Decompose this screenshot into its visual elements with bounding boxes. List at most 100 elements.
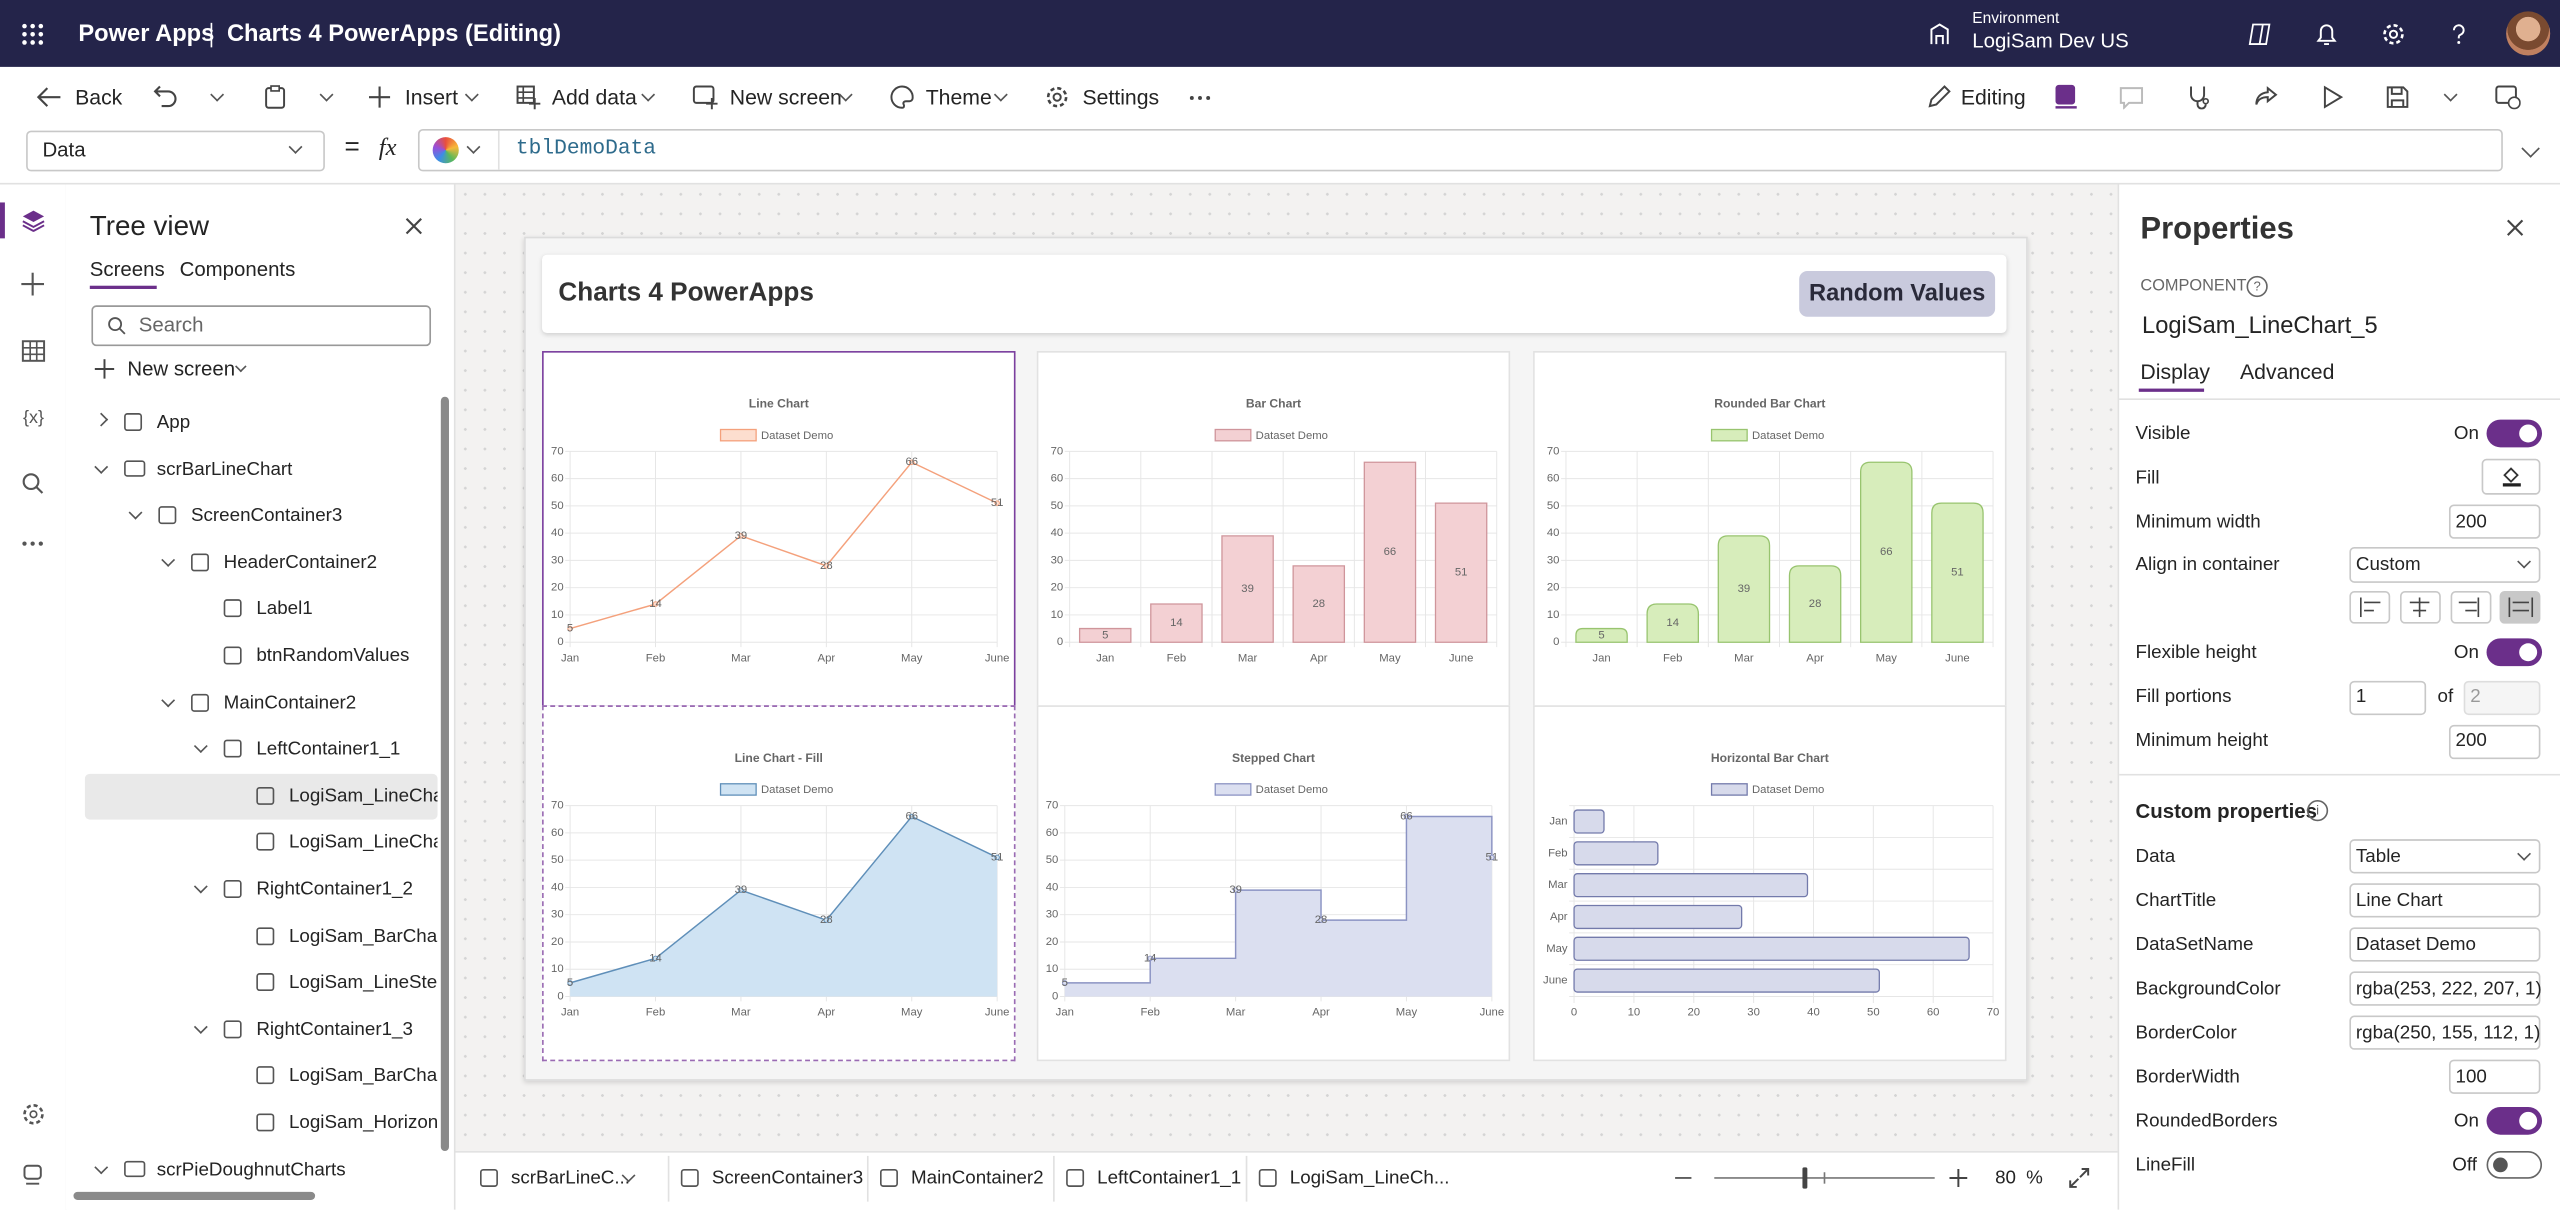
variables-rail-icon[interactable]: {x} (18, 405, 49, 428)
insert-icon[interactable] (368, 86, 391, 108)
copilot-icon[interactable] (432, 137, 459, 164)
text-input[interactable] (2448, 1059, 2541, 1094)
align-end[interactable] (2450, 591, 2492, 624)
tree-item[interactable]: LogiSam_LineChart_ (288, 786, 438, 807)
settings-button[interactable]: Settings (1082, 84, 1160, 110)
insert-rail-icon[interactable] (21, 272, 45, 296)
close-tree-view[interactable] (405, 217, 423, 235)
chart-cell[interactable]: Rounded Bar Chart Dataset Demo 0 10 20 30 40 50… (1533, 351, 2007, 707)
tree-item[interactable]: ScreenContainer3 (191, 506, 343, 527)
text-input[interactable] (2349, 971, 2541, 1006)
help-icon[interactable]: ? (2246, 275, 2268, 298)
new-screen-icon[interactable] (692, 85, 718, 110)
preview-icon[interactable] (2320, 85, 2344, 109)
tree-scrollbar[interactable] (440, 396, 449, 1152)
property-dropdown[interactable] (26, 130, 325, 172)
formula-input[interactable] (417, 128, 2503, 172)
random-values-button[interactable]: Random Values (1799, 271, 1996, 317)
tree-item[interactable]: scrPieDoughnutCharts (156, 1160, 346, 1180)
breadcrumb[interactable]: LogiSam_LineCh... (1289, 1168, 1450, 1189)
tree-item[interactable]: LeftContainer1_1 (256, 739, 401, 760)
data-rail-icon[interactable] (21, 340, 46, 363)
fit-icon[interactable] (2069, 1167, 2090, 1188)
tree-item[interactable]: MainContainer2 (223, 693, 357, 713)
notifications-icon[interactable] (2313, 21, 2339, 47)
dropdown[interactable] (2349, 839, 2541, 874)
settings-rail-icon[interactable] (21, 1102, 45, 1126)
new-screen-button[interactable]: New screen (729, 84, 842, 110)
tree-item[interactable]: LogiSam_LineChart_ (288, 833, 438, 853)
screens-tab[interactable]: Screens (89, 257, 165, 281)
save-icon[interactable] (2385, 85, 2409, 109)
insert-button[interactable]: Insert (404, 84, 458, 110)
theme-icon[interactable] (890, 85, 914, 109)
tree-item[interactable]: LogiSam_LineSteppe (288, 973, 438, 993)
app-checker-icon[interactable] (2054, 83, 2078, 109)
environment-icon[interactable] (1928, 23, 1951, 46)
chart-cell[interactable]: Bar Chart Dataset Demo 0 10 20 30 40 50 60 70 Jan F… (1036, 351, 1511, 707)
tree-item[interactable]: LogiSam_Horizontall (288, 1113, 438, 1134)
zoom-in[interactable] (1949, 1168, 1968, 1187)
close-properties[interactable] (2506, 219, 2524, 237)
visible-toggle[interactable] (2486, 419, 2543, 448)
undo-icon[interactable] (153, 85, 177, 108)
min-height-input[interactable] (2448, 724, 2541, 760)
more-rail-icon[interactable] (21, 540, 44, 547)
avatar[interactable] (2506, 11, 2551, 56)
add-data-button[interactable]: Add data (551, 84, 637, 110)
comments-icon[interactable] (2119, 85, 2144, 110)
breadcrumb[interactable]: scrBarLineC... (511, 1168, 630, 1189)
zoom-thumb[interactable] (1802, 1167, 1808, 1189)
tree-view-icon[interactable] (21, 209, 45, 232)
settings-cmd-icon[interactable] (1045, 85, 1069, 109)
tree-item[interactable]: RightContainer1_3 (256, 1020, 413, 1040)
back-icon[interactable] (36, 87, 62, 108)
zoom-out[interactable] (1675, 1177, 1692, 1180)
breadcrumb[interactable]: MainContainer2 (911, 1168, 1044, 1189)
breadcrumb[interactable]: LeftContainer1_1 (1097, 1168, 1242, 1189)
new-screen-link[interactable]: New screen (127, 357, 236, 381)
text-input[interactable] (2349, 927, 2541, 962)
align-start[interactable] (2349, 591, 2391, 624)
editing-icon[interactable] (1927, 85, 1951, 109)
chart-cell[interactable]: Horizontal Bar Chart Dataset Demo 0 10 20 30 4… (1533, 705, 2007, 1062)
tree-item[interactable]: RightContainer1_2 (256, 880, 413, 900)
tree-item[interactable]: HeaderContainer2 (223, 553, 378, 573)
min-width-input[interactable] (2448, 504, 2541, 539)
paste-icon[interactable] (264, 85, 286, 109)
share-icon[interactable] (2253, 85, 2278, 109)
more-icon[interactable] (1189, 95, 1212, 102)
fill-portions-input[interactable] (2349, 680, 2427, 716)
mode-label[interactable]: Editing (1960, 84, 2026, 110)
environment-name[interactable]: LogiSam Dev US (1972, 29, 2129, 53)
chart-cell[interactable]: Stepped Chart Dataset Demo 0 10 20 30 40 50 60 70… (1036, 705, 1511, 1062)
tree-h-scrollbar[interactable] (73, 1191, 316, 1200)
align-dropdown[interactable] (2349, 546, 2541, 583)
chart-cell[interactable]: Line Chart Dataset Demo 0 10 20 30 40 50 60 70 Jan… (542, 351, 1016, 707)
text-input[interactable] (2349, 883, 2541, 918)
help-icon[interactable] (2446, 21, 2472, 47)
text-input[interactable] (2349, 1015, 2541, 1050)
toggle[interactable] (2486, 1151, 2543, 1179)
tree-item[interactable]: App (156, 413, 191, 433)
toggle[interactable] (2486, 1106, 2543, 1135)
chart-cell[interactable]: Line Chart - Fill Dataset Demo 0 10 20 30 40 50… (542, 705, 1016, 1062)
fill-picker[interactable] (2481, 458, 2541, 495)
align-stretch[interactable] (2499, 591, 2541, 624)
tree-item[interactable]: scrBarLineChart (156, 459, 293, 480)
breadcrumb[interactable]: ScreenContainer3 (711, 1168, 864, 1189)
flexible-height-toggle[interactable] (2486, 638, 2543, 667)
search-box[interactable] (91, 305, 432, 347)
health-icon[interactable] (2186, 85, 2210, 110)
tree-item[interactable]: Label1 (256, 599, 313, 620)
settings-icon[interactable] (2380, 21, 2406, 47)
components-tab[interactable]: Components (179, 257, 296, 281)
copilot-icon[interactable] (2247, 21, 2273, 47)
add-data-icon[interactable] (516, 85, 541, 110)
new-screen-icon[interactable] (94, 359, 115, 379)
virtual-agent-icon[interactable] (21, 1162, 44, 1185)
waffle-icon[interactable] (21, 23, 44, 46)
tree-item[interactable]: btnRandomValues (256, 646, 410, 667)
